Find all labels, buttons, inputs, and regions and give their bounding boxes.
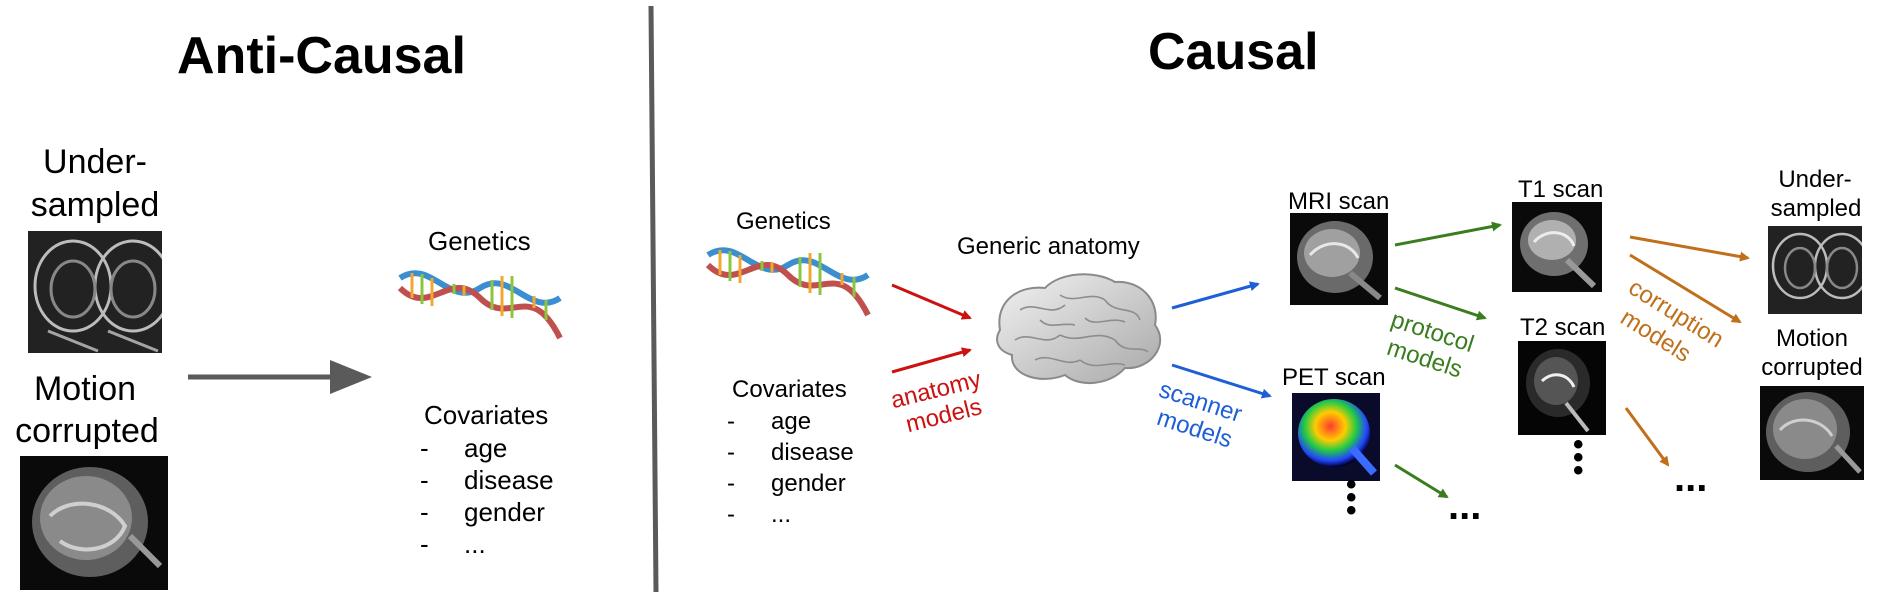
- causal-title: Causal: [1148, 23, 1319, 81]
- undersampled-mri-image-left: [28, 231, 162, 353]
- corruption-arrow-more: [1624, 407, 1670, 467]
- ellipsis-protocol: ...: [1448, 484, 1482, 528]
- undersampled-label-line2: sampled: [30, 186, 160, 224]
- genetics-label-left: Genetics: [428, 226, 531, 256]
- motion-label-right-line1: Motion: [1775, 325, 1849, 352]
- vertical-ellipsis-t2: • • •: [1573, 428, 1584, 487]
- ellipsis-corruption: ...: [1674, 456, 1708, 500]
- covariates-label-left: Covariates: [424, 400, 549, 430]
- t2-scan-image: [1518, 341, 1606, 435]
- motion-corrupted-mri-image-left: [20, 456, 168, 590]
- pet-scan-label: PET scan: [1282, 364, 1386, 391]
- protocol-arrow-t2: [1394, 286, 1487, 321]
- anti-causal-title: Anti-Causal: [177, 27, 466, 85]
- scanner-arrow-mri: [1171, 281, 1260, 310]
- dna-helix-right: [705, 247, 871, 317]
- anti-causal-arrow: [188, 360, 372, 394]
- corruption-arrow-undersampled: [1629, 235, 1750, 262]
- undersampled-label-right-line2: sampled: [1770, 195, 1862, 222]
- undersampled-mri-image-right: [1768, 226, 1862, 314]
- anatomy-arrow-covariates: [891, 347, 972, 374]
- mri-scan-image: [1290, 213, 1388, 305]
- generic-brain-image: [996, 273, 1162, 385]
- t1-scan-label: T1 scan: [1518, 176, 1604, 203]
- protocol-arrow-t1: [1394, 221, 1502, 247]
- t1-scan-image: [1512, 202, 1602, 292]
- dna-helix-left: [397, 270, 563, 340]
- t2-scan-label: T2 scan: [1520, 314, 1606, 341]
- generic-anatomy-label: Generic anatomy: [957, 233, 1140, 260]
- vertical-ellipsis-pet: • • •: [1346, 468, 1357, 527]
- covariates-label-right: Covariates: [732, 376, 847, 403]
- motion-label-line2: corrupted: [15, 412, 159, 450]
- undersampled-label-right-line1: Under-: [1778, 166, 1852, 193]
- scanner-arrow-pet: [1171, 363, 1272, 399]
- motion-corrupted-mri-image-right: [1760, 386, 1864, 480]
- protocol-arrow-pet-more: [1394, 463, 1449, 499]
- divider-line: [648, 5, 659, 593]
- undersampled-label-line1: Under-: [43, 143, 147, 181]
- motion-label-right-line2: corrupted: [1761, 354, 1863, 381]
- genetics-label-right: Genetics: [736, 208, 831, 235]
- motion-label-line1: Motion: [33, 370, 137, 408]
- pet-scan-image: [1292, 393, 1380, 481]
- anatomy-arrow-genetics: [891, 283, 972, 320]
- corruption-arrow-motion: [1629, 253, 1742, 324]
- mri-scan-label: MRI scan: [1288, 188, 1390, 215]
